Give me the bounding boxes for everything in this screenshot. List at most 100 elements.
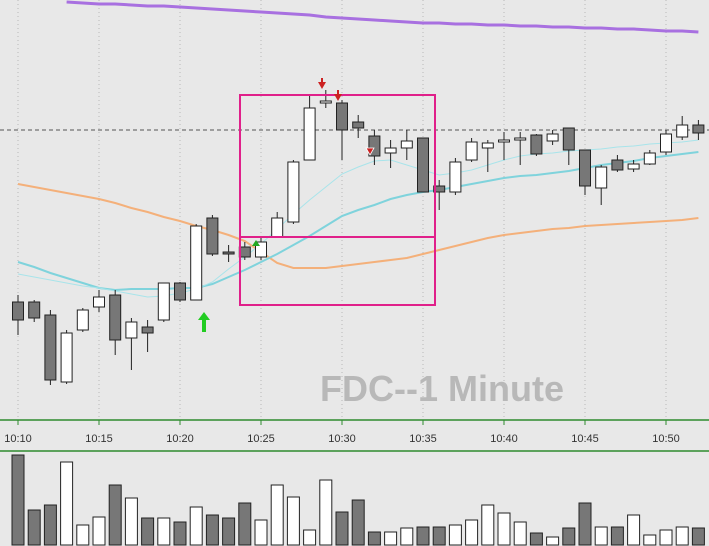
candle-body [287, 161, 300, 223]
volume-bar [513, 521, 527, 546]
candle-body [174, 282, 186, 301]
volume-bar [481, 504, 495, 546]
x-tick-label: 10:35 [409, 433, 437, 445]
volume-bar [627, 514, 641, 546]
candle-body [546, 133, 559, 142]
volume-bar [189, 506, 203, 546]
volume-bar [497, 512, 511, 546]
volume-bar [303, 529, 317, 546]
candle-body [579, 149, 591, 187]
candle-body [206, 217, 219, 255]
volume-bar [578, 502, 592, 546]
candle-body [384, 147, 397, 154]
volume-bar [448, 524, 462, 546]
signal-marker [252, 240, 260, 246]
x-tick-label: 10:10 [4, 433, 32, 445]
volume-bar [351, 499, 365, 546]
candle-body [692, 124, 705, 134]
volume-bar [60, 461, 74, 546]
volume-bar [27, 509, 41, 546]
candle-body [660, 133, 672, 153]
candle-body [28, 301, 41, 319]
volume-bar [546, 536, 560, 546]
x-tick-label: 10:20 [166, 433, 194, 445]
candle-body [400, 140, 413, 149]
candle-body [190, 225, 203, 301]
volume-bar [465, 519, 479, 546]
candle-body [125, 321, 138, 339]
candle-body [44, 314, 57, 381]
volume-bar [432, 526, 446, 546]
candle-body [255, 241, 267, 258]
candle-body [368, 135, 381, 157]
candle-body [449, 161, 462, 193]
x-tick-label: 10:15 [85, 433, 113, 445]
candle-body [676, 124, 689, 138]
signal-marker [365, 147, 375, 156]
candle-body [530, 134, 543, 155]
candle-body [157, 282, 170, 321]
volume-bar [286, 496, 300, 546]
candle-body [60, 332, 73, 383]
chart-title: FDC--1 Minute [320, 368, 564, 409]
sell-arrow [318, 78, 326, 89]
candle-body [141, 326, 154, 334]
volume-bar [76, 524, 90, 546]
candle-body [433, 185, 446, 193]
volume-bar [594, 526, 608, 546]
volume-bar [562, 527, 576, 546]
candle-body [643, 152, 656, 165]
buy-arrow [198, 312, 210, 332]
candle-body [627, 163, 640, 170]
volume-bar [173, 521, 187, 546]
candle-body [417, 137, 429, 193]
candle-body [12, 301, 24, 321]
volume-bar [643, 534, 657, 546]
candle-body [93, 296, 105, 308]
volume-bar [43, 504, 57, 546]
x-tick-label: 10:25 [247, 433, 275, 445]
volume-bar [124, 497, 138, 546]
candle-body [109, 294, 122, 341]
volume-bar [319, 479, 333, 546]
candle-body [595, 166, 608, 189]
candle-body [336, 102, 348, 131]
candle-body [222, 251, 235, 255]
candle-body [481, 142, 494, 149]
volume-bar [238, 502, 252, 546]
x-tick-label: 10:50 [652, 433, 680, 445]
candle-body [76, 309, 89, 331]
volume-bar [384, 531, 398, 546]
volume-bar [659, 529, 673, 546]
ma-line [17, 139, 699, 298]
candle-body [498, 139, 510, 143]
x-tick-label: 10:45 [571, 433, 599, 445]
candle-body [352, 121, 365, 129]
volume-bar [270, 484, 284, 546]
volume-bar [157, 517, 171, 546]
candle-body [465, 141, 478, 161]
volume-bar [610, 526, 624, 546]
volume-bar [254, 519, 268, 546]
ma-line [66, 0, 699, 34]
volume-bar [11, 454, 25, 546]
ma-line [17, 183, 699, 269]
candle-body [303, 107, 316, 161]
volume-bar [92, 516, 106, 546]
volume-bar [222, 517, 236, 546]
volume-bar [416, 526, 430, 546]
candle-body [562, 127, 575, 151]
volume-bar [335, 511, 349, 546]
volume-bar [675, 526, 689, 546]
sell-arrow [334, 90, 342, 101]
x-tick-label: 10:30 [328, 433, 356, 445]
candle-body [514, 137, 527, 141]
volume-bar [108, 484, 122, 546]
candle-body [611, 159, 624, 171]
volume-bar [691, 527, 705, 546]
volume-bar [529, 532, 543, 546]
volume-bar [141, 517, 155, 546]
volume-bar [367, 531, 381, 546]
